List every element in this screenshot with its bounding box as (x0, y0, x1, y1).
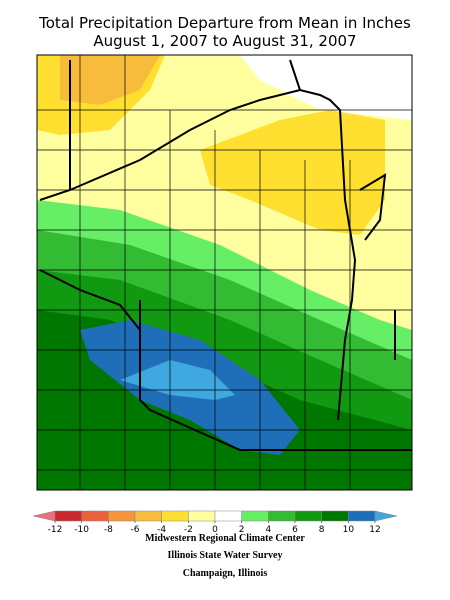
credit-line: Midwestern Regional Climate Center (145, 533, 305, 544)
legend-swatch (134, 510, 162, 522)
legend-tick-label: 12 (369, 525, 380, 535)
title-line: August 1, 2007 to August 31, 2007 (93, 32, 356, 50)
legend-swatch (214, 510, 242, 522)
legend-swatch (321, 510, 349, 522)
legend-tick-label: -6 (131, 525, 140, 535)
legend-tick-label: -4 (157, 525, 166, 535)
legend-tick-label: -8 (104, 525, 113, 535)
legend-swatch (81, 510, 109, 522)
legend-arrow (32, 510, 56, 522)
legend-swatch (294, 510, 322, 522)
credit-line: Champaign, Illinois (183, 568, 268, 579)
legend-swatch (161, 510, 189, 522)
legend-tick-label: -12 (48, 525, 63, 535)
credit-line: Illinois State Water Survey (168, 550, 283, 561)
legend-swatch (241, 510, 269, 522)
legend-tick-label: 2 (239, 525, 245, 535)
legend-swatch (108, 510, 136, 522)
legend-tick-label: 6 (292, 525, 298, 535)
map-frame (36, 54, 413, 491)
precip-map (37, 55, 412, 490)
legend-tick-label: -2 (184, 525, 193, 535)
legend-tick-label: 4 (265, 525, 271, 535)
title-line: Total Precipitation Departure from Mean … (38, 14, 411, 32)
legend-swatch (348, 510, 376, 522)
legend: -12 -10 -8 -6 -4 -2 0 2 4 6 8 10 12 (32, 510, 398, 535)
legend-swatch (54, 510, 82, 522)
legend-swatch (268, 510, 296, 522)
legend-tick-label: 0 (212, 525, 218, 535)
legend-tick-label: 8 (319, 525, 325, 535)
legend-tick-label: 10 (343, 525, 355, 535)
legend-swatch (188, 510, 216, 522)
legend-tick-label: -10 (74, 525, 89, 535)
legend-arrow (374, 510, 398, 522)
